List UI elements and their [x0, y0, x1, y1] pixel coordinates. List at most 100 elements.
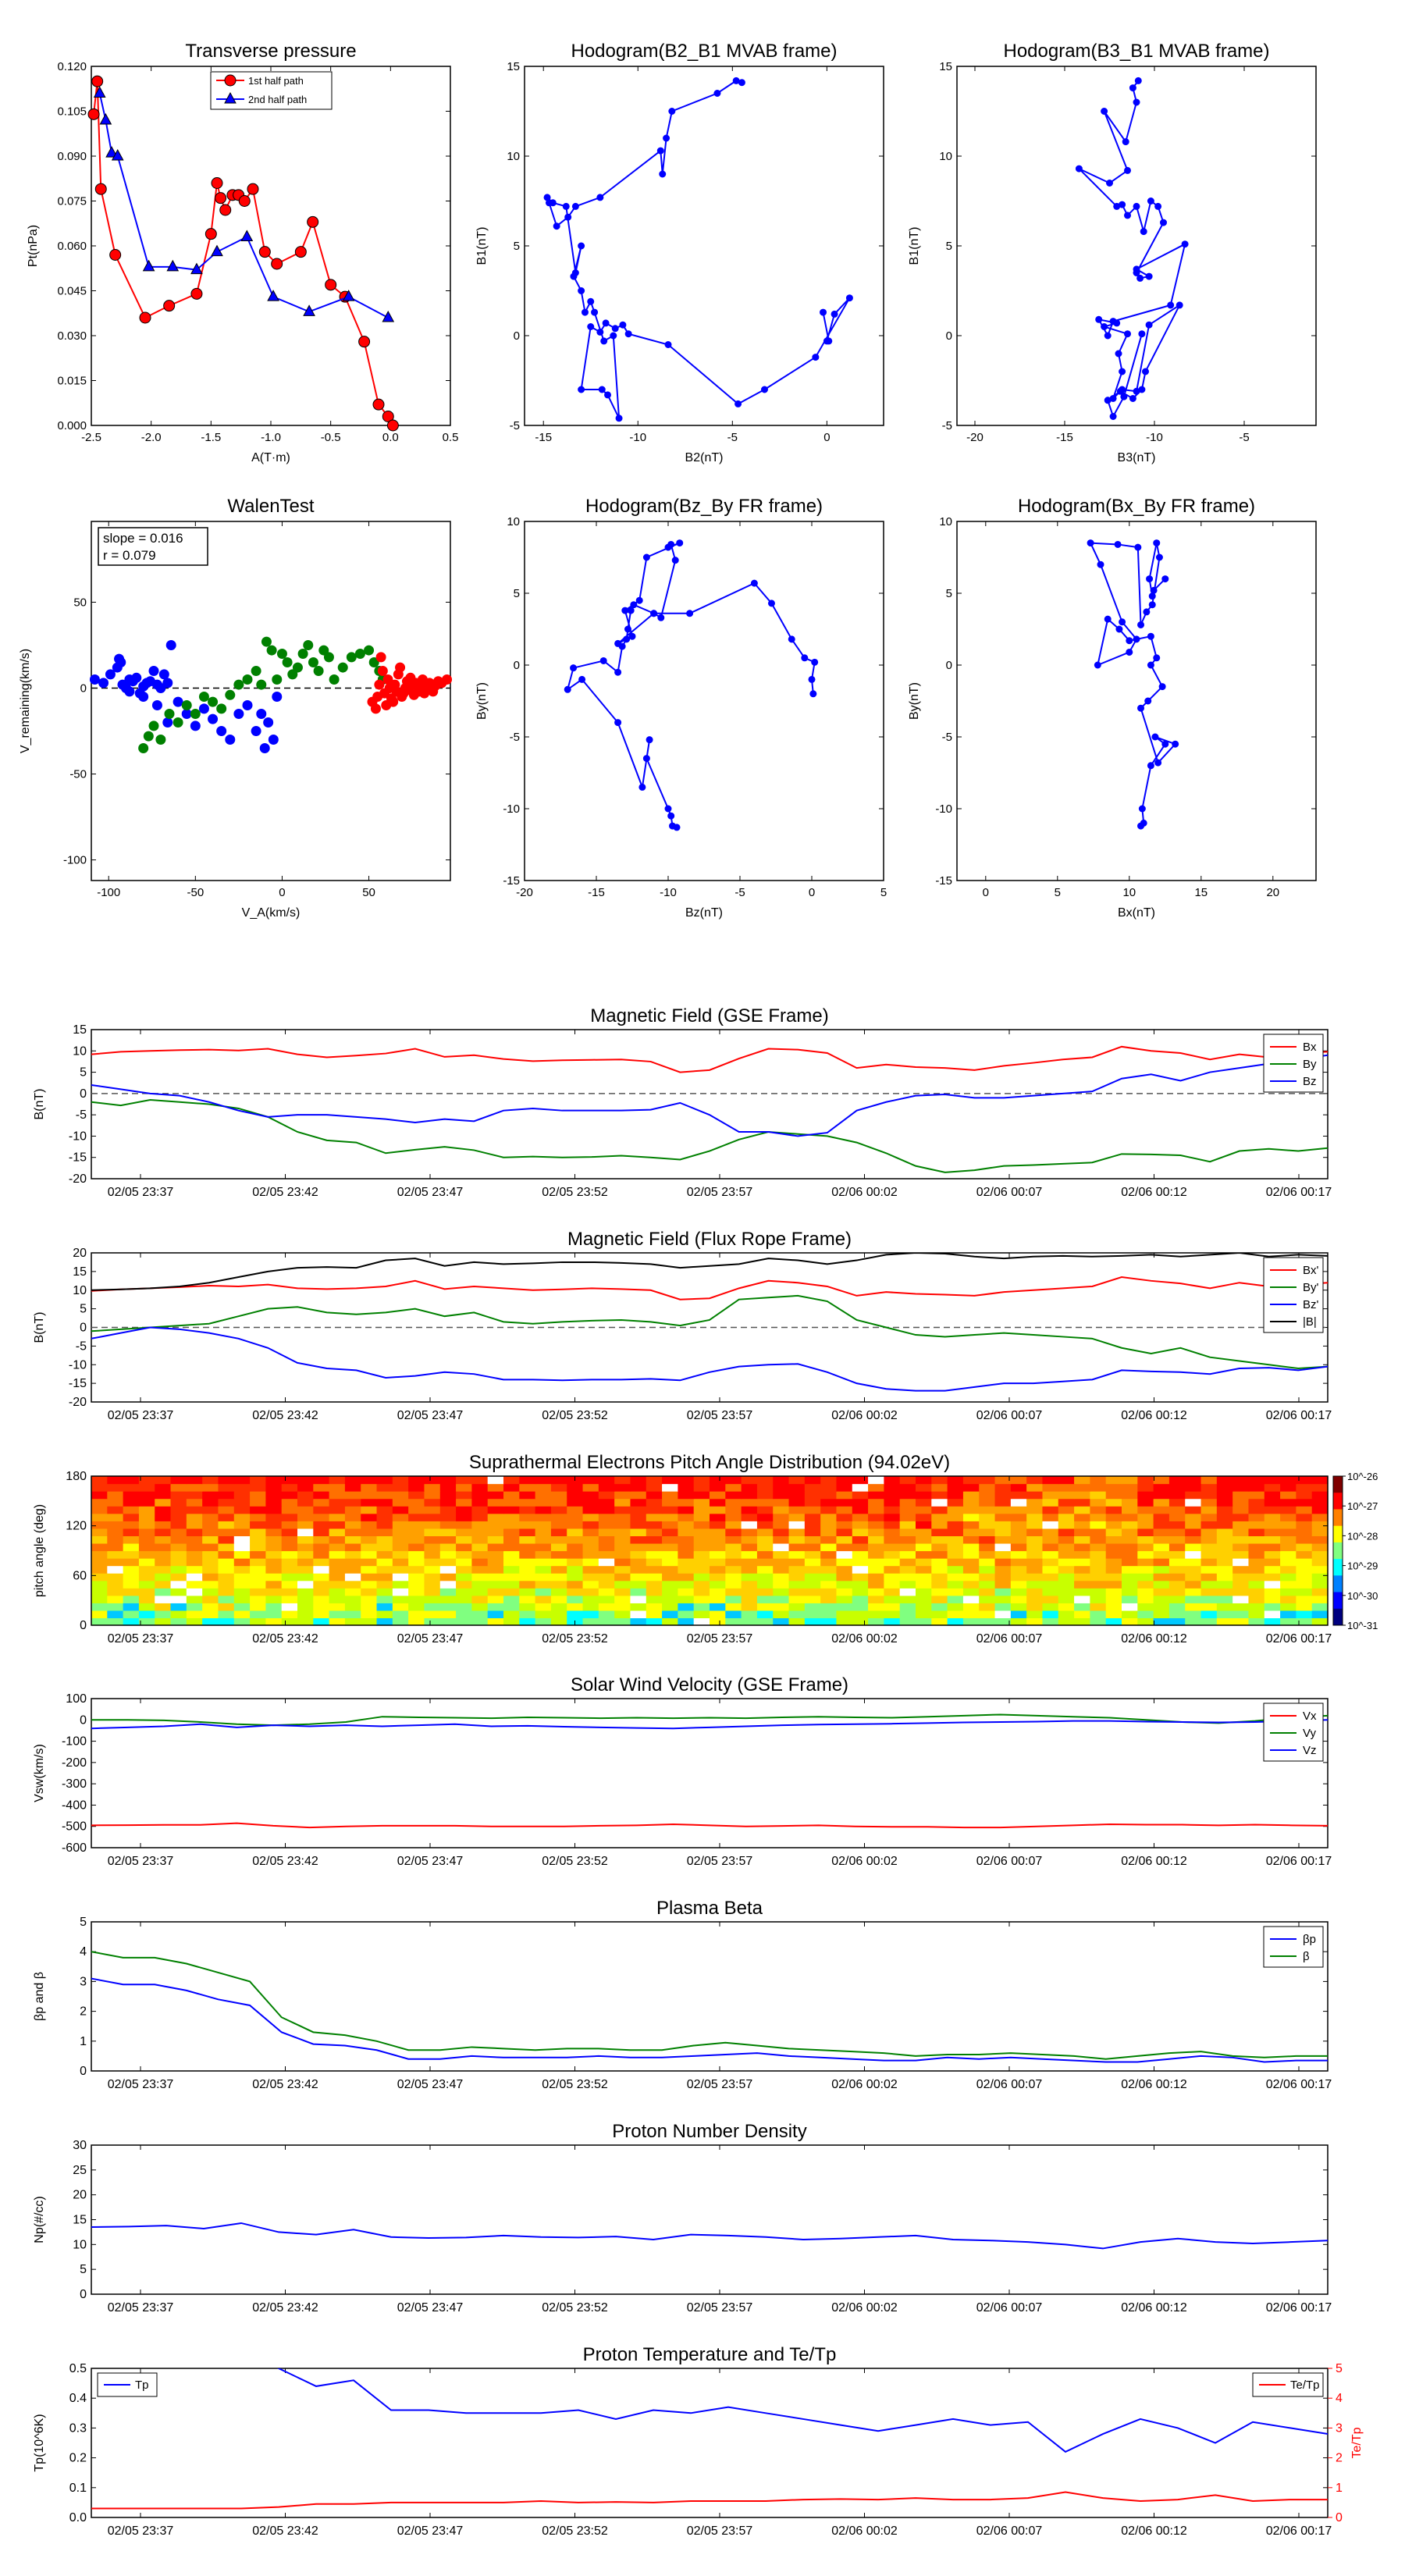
heatmap-cell: [170, 1521, 187, 1529]
heatmap-cell: [186, 1542, 203, 1552]
data-point: [1104, 332, 1112, 340]
data-point: [1129, 395, 1136, 402]
heatmap-cell: [710, 1588, 726, 1596]
heatmap-cell: [598, 1603, 615, 1611]
x-tick-label: 50: [362, 886, 375, 899]
heatmap-cell: [756, 1528, 774, 1536]
x-tick-label: -100: [97, 886, 120, 899]
heatmap-cell: [313, 1521, 330, 1529]
heatmap-cell: [804, 1542, 821, 1552]
heatmap-cell: [361, 1528, 378, 1536]
heatmap-cell: [202, 1521, 219, 1529]
heatmap-cell: [1074, 1573, 1090, 1582]
heatmap-cell: [456, 1513, 472, 1521]
heatmap-cell: [281, 1588, 298, 1596]
heatmap-cell: [439, 1521, 457, 1529]
heatmap-cell: [678, 1506, 695, 1514]
legend-label: By: [1303, 1058, 1317, 1071]
heatmap-cell: [1185, 1506, 1202, 1514]
heatmap-cell: [710, 1491, 726, 1500]
heatmap-cell: [1090, 1573, 1107, 1582]
heatmap-cell: [361, 1506, 378, 1514]
heatmap-cell: [1311, 1558, 1329, 1567]
heatmap-cell: [550, 1550, 567, 1559]
data-point: [138, 691, 149, 702]
data-point: [266, 645, 277, 656]
heatmap-cell: [424, 1483, 441, 1492]
heatmap-cell: [186, 1476, 203, 1485]
data-point: [143, 731, 154, 742]
heatmap-cell: [281, 1573, 298, 1582]
heatmap-cell: [313, 1558, 330, 1567]
heatmap-cell: [392, 1595, 409, 1603]
heatmap-cell: [947, 1498, 964, 1507]
data-point: [313, 665, 324, 676]
heatmap-cell: [1185, 1558, 1202, 1567]
heatmap-cell: [630, 1542, 647, 1552]
heatmap-cell: [916, 1588, 932, 1596]
heatmap-cell: [1296, 1617, 1313, 1626]
heatmap-cell: [265, 1550, 283, 1559]
y-tick-label: 0.0: [69, 2511, 87, 2524]
heatmap-cell: [693, 1483, 710, 1492]
heatmap-cell: [361, 1542, 378, 1552]
heatmap-cell: [868, 1565, 884, 1574]
heatmap-cell: [1185, 1610, 1202, 1619]
x-axis-label: Bx(nT): [1118, 906, 1155, 920]
heatmap-cell: [916, 1521, 932, 1529]
data-point: [173, 696, 183, 707]
heatmap-cell: [741, 1558, 758, 1567]
heatmap-cell: [1232, 1498, 1250, 1507]
heatmap-cell: [947, 1610, 964, 1619]
heatmap-cell: [1264, 1476, 1281, 1485]
heatmap-cell: [344, 1573, 361, 1582]
heatmap-cell: [710, 1476, 726, 1485]
heatmap-cell: [962, 1498, 980, 1507]
heatmap-cell: [1042, 1558, 1059, 1567]
heatmap-cell: [519, 1588, 536, 1596]
heatmap-cell: [344, 1542, 361, 1552]
x-tick-label: 02/06 00:17: [1266, 1632, 1332, 1646]
y-tick-label: 20: [73, 2189, 87, 2202]
heatmap-cell: [1153, 1595, 1170, 1603]
heatmap-cell: [1168, 1521, 1186, 1529]
heatmap-cell: [250, 1558, 266, 1567]
heatmap-cell: [773, 1476, 790, 1485]
data-point: [261, 636, 272, 647]
heatmap-cell: [376, 1506, 393, 1514]
heatmap-cell: [170, 1550, 187, 1559]
heatmap-cell: [1216, 1528, 1233, 1536]
heatmap-cell: [1137, 1476, 1154, 1485]
y-tick-label: 10: [507, 515, 520, 528]
y-tick-label: 10: [73, 2238, 87, 2251]
heatmap-cell: [899, 1535, 916, 1544]
heatmap-cell: [313, 1573, 330, 1582]
data-point: [1140, 228, 1147, 236]
heatmap-cell: [947, 1595, 964, 1603]
heatmap-cell: [1200, 1542, 1218, 1552]
heatmap-cell: [91, 1535, 108, 1544]
heatmap-cell: [630, 1580, 647, 1589]
heatmap-cell: [852, 1506, 869, 1514]
heatmap-cell: [107, 1521, 124, 1529]
heatmap-cell: [1042, 1550, 1059, 1559]
heatmap-cell: [1090, 1610, 1107, 1619]
heatmap-cell: [1296, 1506, 1313, 1514]
data-point: [750, 579, 758, 587]
heatmap-cell: [756, 1603, 774, 1611]
x-tick-label: 02/05 23:47: [397, 2078, 464, 2091]
data-point: [303, 304, 315, 316]
heatmap-cell: [756, 1565, 774, 1574]
heatmap-cell: [1058, 1535, 1075, 1544]
heatmap-cell: [567, 1565, 584, 1574]
x-tick-label: 02/05 23:57: [687, 1855, 753, 1868]
heatmap-cell: [852, 1573, 869, 1582]
heatmap-cell: [678, 1565, 695, 1574]
heatmap-cell: [693, 1588, 710, 1596]
heatmap-cell: [567, 1513, 584, 1521]
heatmap-cell: [519, 1476, 536, 1485]
x-tick-label: 02/05 23:47: [397, 1855, 464, 1868]
heatmap-cell: [424, 1535, 441, 1544]
heatmap-cell: [820, 1588, 838, 1596]
